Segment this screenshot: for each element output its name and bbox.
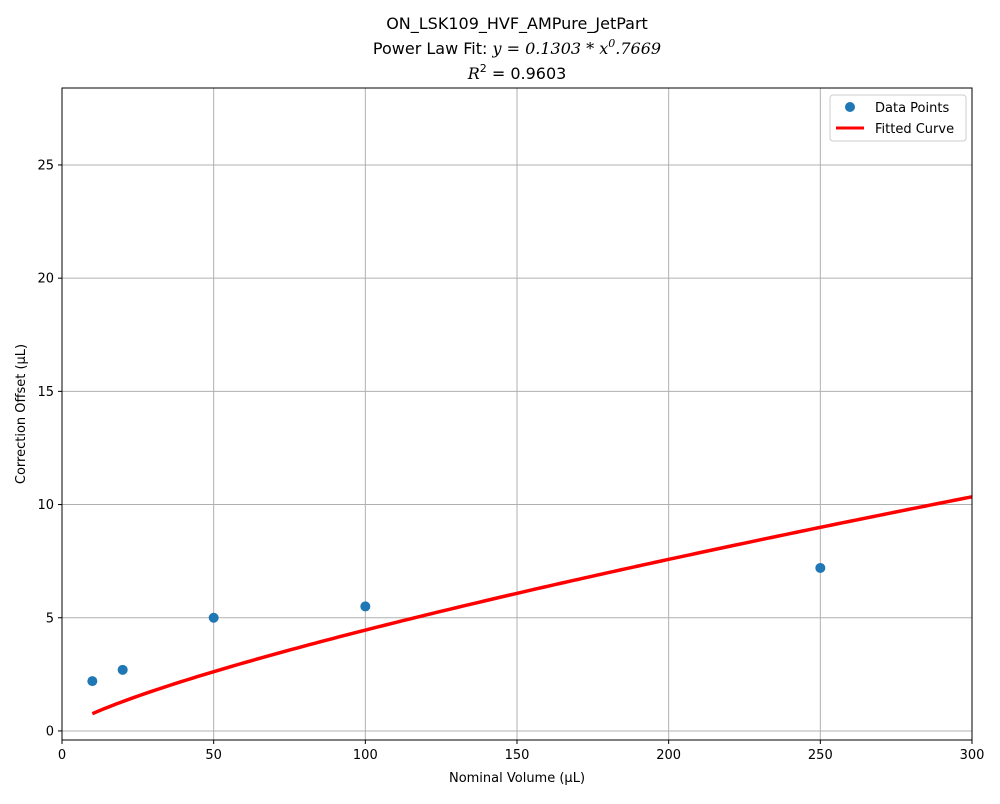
y-tick-label: 15 — [37, 385, 54, 400]
curve-layer — [91, 495, 973, 716]
y-axis-label: Correction Offset (µL) — [14, 344, 29, 484]
grid-layer — [61, 88, 973, 740]
x-tick-label: 0 — [58, 748, 66, 763]
r2-value: = 0.9603 — [487, 64, 567, 83]
data-point — [117, 664, 128, 675]
y-tick-label: 0 — [46, 724, 54, 739]
legend-label-fitted-curve: Fitted Curve — [875, 122, 954, 137]
data-point — [87, 676, 98, 687]
x-axis-label: Nominal Volume (µL) — [449, 771, 585, 786]
y-tick-label: 10 — [37, 498, 54, 513]
legend: Data Points Fitted Curve — [829, 94, 967, 142]
points-layer — [87, 562, 826, 687]
legend-marker-data-points — [845, 102, 855, 112]
r2-power: 2 — [480, 62, 487, 75]
x-tick-label: 50 — [205, 748, 222, 763]
subtitle-prefix: Power Law Fit: — [373, 39, 493, 58]
data-point — [815, 562, 826, 573]
data-point — [360, 601, 371, 612]
chart-title: ON_LSK109_HVF_AMPure_JetPart — [386, 14, 648, 34]
x-tick-label: 200 — [656, 748, 681, 763]
ticks-layer: 0 50 100 150 200 250 300 0 5 10 15 20 25 — [37, 158, 984, 763]
x-tick-label: 250 — [808, 748, 833, 763]
chart-r-squared: R2 = 0.9603 — [467, 62, 567, 83]
y-tick-label: 20 — [37, 272, 54, 287]
subtitle-equation: y = 0.1303 * x — [491, 39, 608, 58]
legend-label-data-points: Data Points — [875, 101, 949, 116]
x-tick-label: 300 — [960, 748, 985, 763]
x-tick-label: 100 — [353, 748, 378, 763]
subtitle-suffix: .7669 — [615, 39, 661, 58]
data-point — [208, 612, 219, 623]
y-tick-label: 5 — [46, 611, 54, 626]
r2-label: R — [467, 64, 480, 83]
y-tick-label: 25 — [37, 158, 54, 173]
chart-subtitle: Power Law Fit: y = 0.1303 * x0.7669 — [373, 37, 661, 58]
x-tick-label: 150 — [505, 748, 530, 763]
fitted-curve-line — [91, 495, 973, 716]
subtitle-exponent: 0 — [608, 37, 615, 50]
